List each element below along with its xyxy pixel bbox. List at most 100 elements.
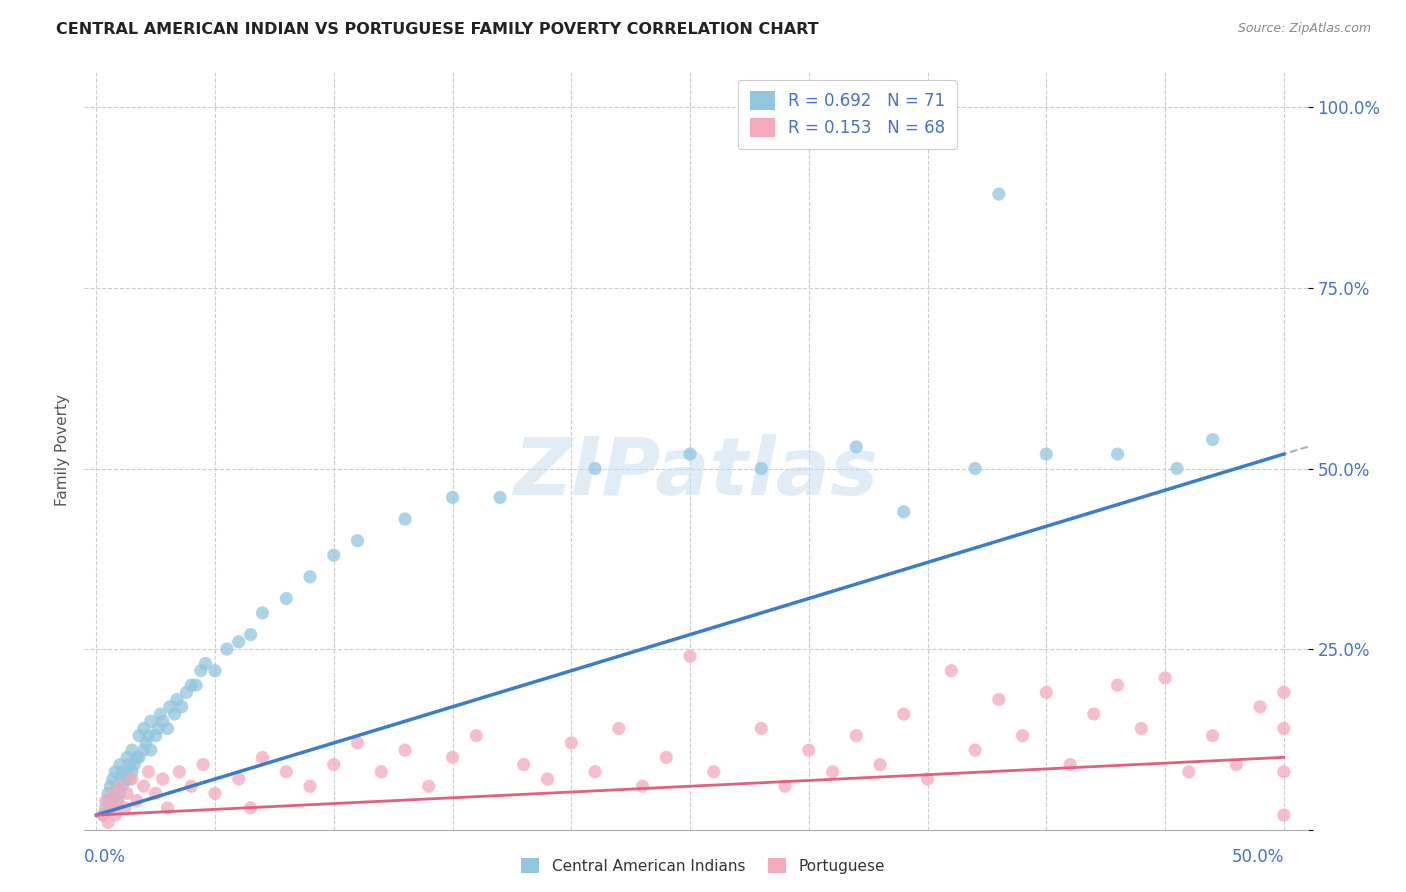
Point <box>917 772 939 786</box>
Point <box>169 764 191 779</box>
Point <box>152 772 174 786</box>
Point <box>180 779 202 793</box>
Point <box>1272 808 1295 822</box>
Point <box>845 440 868 454</box>
Point <box>121 772 143 786</box>
Point <box>679 649 702 664</box>
Legend: R = 0.692   N = 71, R = 0.153   N = 68: R = 0.692 N = 71, R = 0.153 N = 68 <box>738 79 956 149</box>
Point <box>194 657 217 671</box>
Point <box>655 750 678 764</box>
Point <box>125 794 148 808</box>
Point <box>631 779 654 793</box>
Point <box>893 706 915 721</box>
Point <box>122 757 145 772</box>
Point <box>108 772 131 786</box>
Point <box>100 801 122 815</box>
Point <box>821 764 844 779</box>
Point <box>128 729 150 743</box>
Point <box>679 447 702 461</box>
Point <box>135 736 157 750</box>
Point <box>1130 722 1153 736</box>
Point <box>1107 678 1129 692</box>
Text: ZIPatlas: ZIPatlas <box>513 434 879 512</box>
Point <box>104 808 127 822</box>
Point <box>101 794 124 808</box>
Point <box>115 764 138 779</box>
Point <box>139 714 162 729</box>
Point <box>987 187 1010 202</box>
Point <box>276 591 298 606</box>
Point <box>1272 722 1295 736</box>
Point <box>108 779 131 793</box>
Point <box>94 801 117 815</box>
Text: CENTRAL AMERICAN INDIAN VS PORTUGUESE FAMILY POVERTY CORRELATION CHART: CENTRAL AMERICAN INDIAN VS PORTUGUESE FA… <box>56 22 818 37</box>
Point <box>394 743 416 757</box>
Point <box>1225 757 1247 772</box>
Point <box>703 764 725 779</box>
Point <box>749 461 772 475</box>
Point <box>114 801 136 815</box>
Text: 50.0%: 50.0% <box>1232 847 1284 865</box>
Point <box>1272 685 1295 699</box>
Point <box>107 794 129 808</box>
Point <box>963 743 986 757</box>
Point <box>1272 764 1295 779</box>
Point <box>215 642 238 657</box>
Point <box>773 779 796 793</box>
Point <box>118 757 141 772</box>
Point <box>93 808 115 822</box>
Point <box>176 685 198 699</box>
Point <box>166 692 188 706</box>
Point <box>190 664 212 678</box>
Point <box>97 787 120 801</box>
Point <box>138 729 160 743</box>
Point <box>114 772 136 786</box>
Point <box>138 764 160 779</box>
Point <box>104 787 127 801</box>
Point <box>121 743 143 757</box>
Point <box>115 750 138 764</box>
Point <box>125 750 148 764</box>
Point <box>93 808 115 822</box>
Point <box>465 729 488 743</box>
Point <box>180 678 202 692</box>
Point <box>156 801 179 815</box>
Point <box>239 627 262 641</box>
Point <box>204 787 226 801</box>
Point <box>583 764 606 779</box>
Y-axis label: Family Poverty: Family Poverty <box>55 394 70 507</box>
Point <box>118 772 141 786</box>
Point <box>1154 671 1177 685</box>
Point <box>132 743 155 757</box>
Point <box>1059 757 1081 772</box>
Point <box>1201 729 1223 743</box>
Point <box>1035 685 1057 699</box>
Point <box>1107 447 1129 461</box>
Point <box>298 779 321 793</box>
Point <box>322 548 344 562</box>
Point <box>107 794 129 808</box>
Point <box>108 757 131 772</box>
Point <box>128 750 150 764</box>
Point <box>583 461 606 475</box>
Point <box>749 722 772 736</box>
Point <box>370 764 392 779</box>
Point <box>170 699 193 714</box>
Point <box>536 772 558 786</box>
Point <box>156 722 179 736</box>
Point <box>1166 461 1188 475</box>
Point <box>869 757 891 772</box>
Point <box>941 664 963 678</box>
Point <box>159 699 181 714</box>
Text: 0.0%: 0.0% <box>84 847 127 865</box>
Point <box>163 706 186 721</box>
Point <box>298 570 321 584</box>
Point <box>963 461 986 475</box>
Point <box>252 750 274 764</box>
Point <box>145 729 167 743</box>
Point <box>607 722 630 736</box>
Point <box>104 764 127 779</box>
Point <box>513 757 536 772</box>
Point <box>97 794 120 808</box>
Point <box>276 764 298 779</box>
